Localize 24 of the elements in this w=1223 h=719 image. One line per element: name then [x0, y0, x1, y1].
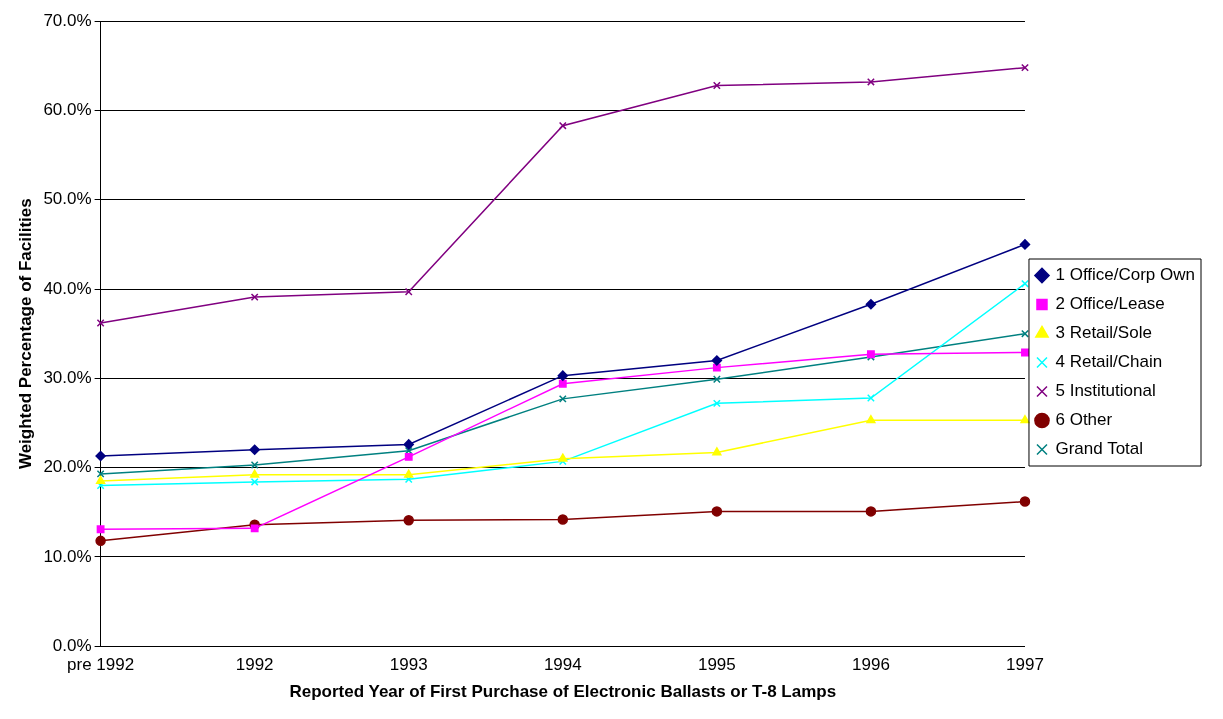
legend-label: 1 Office/Corp Own [1055, 265, 1196, 285]
y-tick-label: 30.0% [43, 368, 92, 388]
x-tick-label: 1994 [543, 655, 582, 675]
legend-label: 3 Retail/Sole [1055, 323, 1152, 343]
x-tick-label: 1992 [235, 655, 274, 675]
y-tick-label: 50.0% [43, 189, 92, 209]
y-tick-label: 70.0% [43, 10, 92, 30]
legend-label: 6 Other [1055, 410, 1113, 430]
x-tick-label: 1997 [1006, 655, 1044, 675]
legend-label: 5 Institutional [1055, 381, 1156, 401]
y-tick-label: 0.0% [52, 635, 92, 655]
x-tick-label: 1996 [852, 655, 890, 675]
x-axis-title: Reported Year of First Purchase of Electronic Ballasts or T-8 Lamps [289, 682, 837, 702]
x-tick-label: pre 1992 [67, 655, 135, 675]
y-tick-label: 20.0% [43, 457, 92, 477]
y-axis-title: Weighted Percentage of Facilities [15, 198, 35, 470]
legend-label: 4 Retail/Chain [1055, 352, 1163, 372]
y-tick-label: 40.0% [43, 278, 92, 298]
legend-label: Grand Total [1055, 439, 1144, 459]
x-tick-label: 1993 [389, 655, 428, 675]
x-tick-label: 1995 [697, 655, 736, 675]
y-tick-label: 60.0% [43, 100, 92, 120]
y-tick-label: 10.0% [43, 546, 92, 566]
legend-label: 2 Office/Lease [1055, 294, 1165, 314]
